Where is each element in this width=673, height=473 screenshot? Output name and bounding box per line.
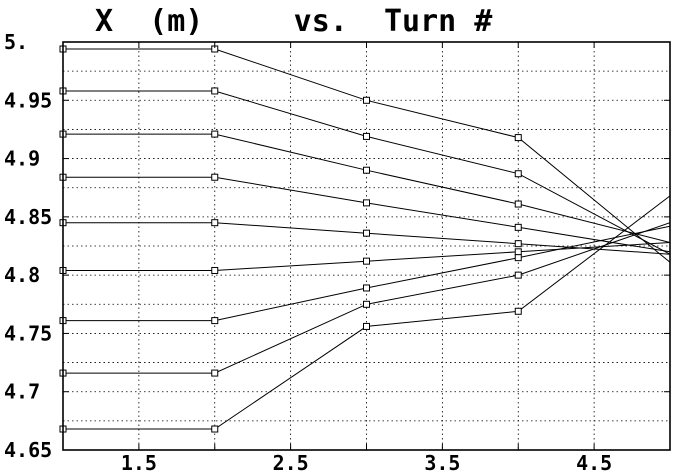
y-tick-label: 4.8 (4, 263, 40, 287)
data-point-marker (363, 96, 370, 104)
data-point-marker (211, 87, 219, 95)
data-point-marker (514, 223, 522, 231)
data-point-marker (514, 240, 522, 248)
y-tick-label: 5. (4, 30, 28, 54)
series-line-6 (63, 242, 671, 271)
data-point-marker (211, 425, 219, 433)
data-point-marker (211, 317, 219, 325)
data-point-marker (514, 134, 522, 142)
x-tick-label: 3.5 (424, 451, 460, 473)
y-tick-label: 4.7 (4, 380, 40, 404)
x-axis-tick-labels: 1.5 2.5 3.5 4.5 (121, 451, 612, 473)
data-point-marker (363, 132, 370, 140)
data-point-marker (514, 248, 522, 256)
data-point-marker (363, 199, 370, 207)
y-axis-tick-labels: 5. 4.95 4.9 4.85 4.8 4.75 4.7 4.65 (4, 30, 52, 462)
axis-ticks (63, 41, 670, 451)
data-point-marker (363, 257, 370, 265)
x-tick-label: 1.5 (121, 451, 157, 473)
x-tick-label: 2.5 (273, 451, 309, 473)
data-point-marker (363, 284, 370, 292)
y-tick-label: 4.85 (4, 205, 52, 229)
data-point-marker (211, 219, 219, 227)
data-point-marker (363, 300, 370, 308)
data-point-marker (211, 369, 219, 377)
data-point-marker (514, 200, 522, 208)
y-tick-label: 4.65 (4, 438, 52, 462)
data-point-marker (363, 322, 370, 330)
data-point-marker (514, 170, 522, 178)
data-point-marker (363, 166, 370, 174)
y-tick-label: 4.9 (4, 147, 40, 171)
data-point-marker (514, 271, 522, 279)
data-point-marker (514, 254, 522, 262)
data-point-marker (211, 130, 219, 138)
data-point-marker (211, 266, 219, 274)
y-tick-label: 4.75 (4, 321, 52, 345)
chart-title: X (m) vs. Turn # (95, 4, 492, 39)
x-tick-label: 4.5 (576, 451, 612, 473)
data-point-marker (363, 229, 370, 237)
data-point-marker (514, 307, 522, 315)
y-tick-label: 4.95 (4, 88, 52, 112)
data-point-marker (211, 173, 219, 181)
